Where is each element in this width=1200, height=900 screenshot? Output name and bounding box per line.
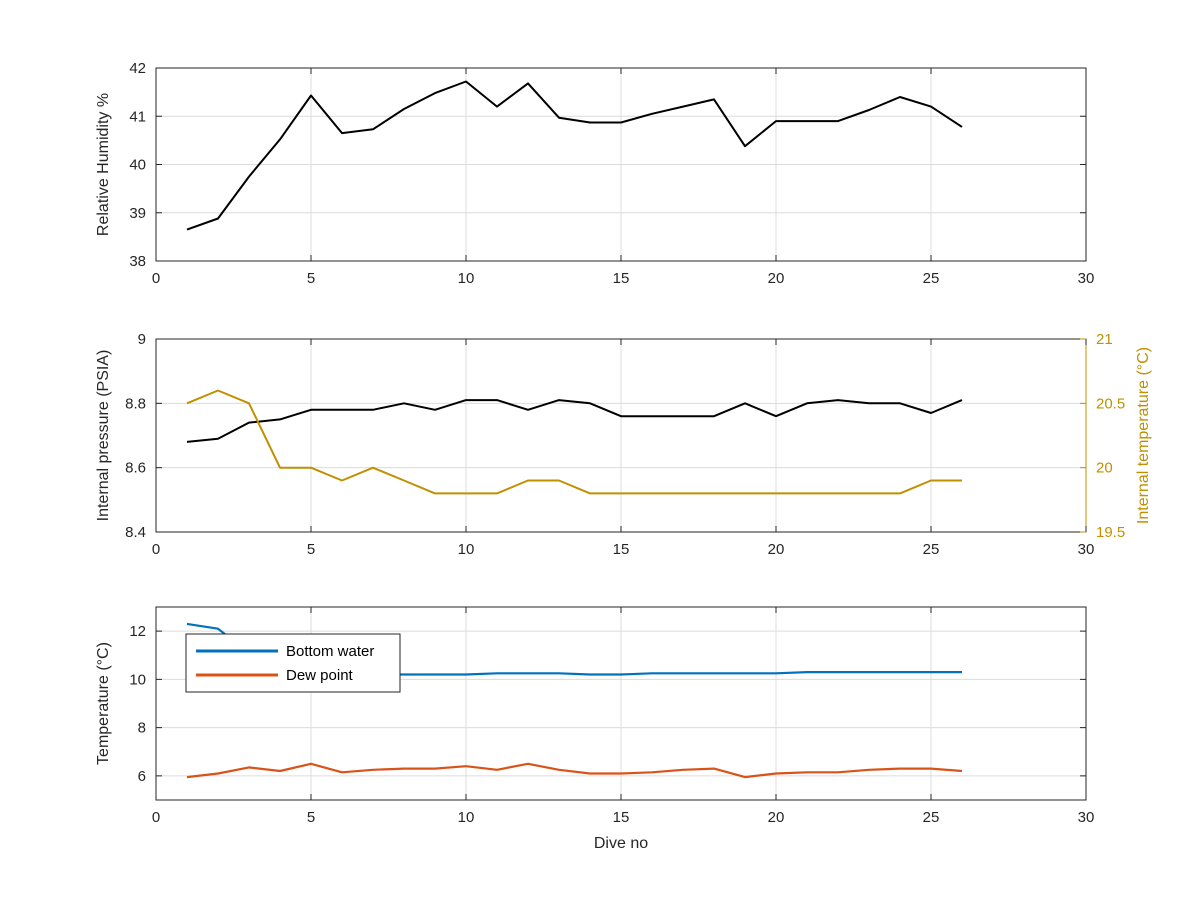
x-tick-label: 15 <box>613 809 630 826</box>
x-tick-label: 10 <box>458 270 475 287</box>
y-tick-label: 8.6 <box>125 460 146 477</box>
x-tick-label: 20 <box>768 541 785 558</box>
x-axis-label: Dive no <box>594 835 648 852</box>
x-tick-label: 30 <box>1078 270 1095 287</box>
y-tick-label: 10 <box>129 671 146 688</box>
y2-tick-label: 20.5 <box>1096 395 1125 412</box>
y-axis-label: Temperature (°C) <box>95 642 112 765</box>
x-tick-label: 5 <box>307 809 315 826</box>
x-tick-label: 10 <box>458 809 475 826</box>
x-tick-label: 25 <box>923 809 940 826</box>
x-tick-label: 25 <box>923 270 940 287</box>
x-tick-label: 10 <box>458 541 475 558</box>
subplot-2: 0 5 10 15 20 25 30 8.4 8.6 8.8 9 19.5 20 20.5 21 Intern… <box>95 331 1152 558</box>
legend-label: Bottom water <box>286 643 374 660</box>
legend: Bottom water Dew point <box>185 633 401 693</box>
x-tick-label: 15 <box>613 541 630 558</box>
x-tick-label: 5 <box>307 541 315 558</box>
y-tick-label: 9 <box>138 331 146 348</box>
y-tick-label: 41 <box>129 108 146 125</box>
subplot-1: 0 5 10 15 20 25 30 38 39 40 41 42 Relative Humidity … <box>95 60 1094 287</box>
y2-tick-label: 20 <box>1096 460 1113 477</box>
y-tick-label: 8 <box>138 720 146 737</box>
y-tick-label: 6 <box>138 768 146 785</box>
x-tick-label: 30 <box>1078 809 1095 826</box>
y-axis-label: Internal pressure (PSIA) <box>95 350 112 522</box>
y-tick-label: 12 <box>129 623 146 640</box>
y2-tick-label: 19.5 <box>1096 524 1125 541</box>
series-line-1-1 <box>186 80 963 231</box>
series-line-2-2 <box>186 389 962 495</box>
y-tick-label: 40 <box>129 157 146 174</box>
x-tick-label: 0 <box>152 541 160 558</box>
x-tick-label: 0 <box>152 809 160 826</box>
legend-label: Dew point <box>286 667 354 684</box>
y2-axis-label: Internal temperature (°C) <box>1135 347 1152 524</box>
y-tick-label: 39 <box>129 205 146 222</box>
y2-tick-label: 21 <box>1096 331 1113 348</box>
subplot-3: 0 5 10 15 20 25 30 6 8 10 12 Temperature (°C) Dive n… <box>95 606 1095 852</box>
x-tick-label: 20 <box>768 809 785 826</box>
y-axis-label: Relative Humidity % <box>95 93 112 236</box>
x-tick-label: 0 <box>152 270 160 287</box>
x-tick-label: 30 <box>1078 541 1095 558</box>
y-tick-label: 42 <box>129 60 146 77</box>
legend-box <box>185 633 401 693</box>
x-tick-label: 20 <box>768 270 785 287</box>
x-tick-label: 25 <box>923 541 940 558</box>
x-tick-label: 15 <box>613 270 630 287</box>
y-tick-label: 38 <box>129 253 146 270</box>
y-tick-label: 8.8 <box>125 395 146 412</box>
x-tick-label: 5 <box>307 270 315 287</box>
y-tick-label: 8.4 <box>125 524 146 541</box>
series-line-2-1 <box>186 399 963 443</box>
series-line-dew-point <box>186 762 963 779</box>
